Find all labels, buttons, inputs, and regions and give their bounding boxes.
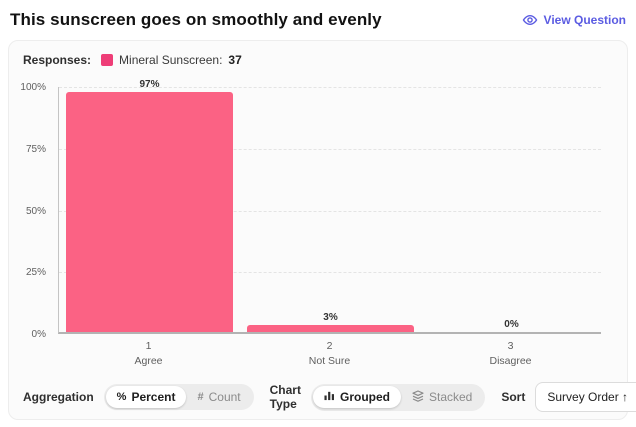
stacked-label: Stacked xyxy=(428,390,473,404)
chart-card: Responses: Mineral Sunscreen: 37 0% 25% 50… xyxy=(8,40,636,420)
page-title: This sunscreen goes on smoothly and even… xyxy=(10,10,382,29)
x-axis-category: 2 Not Sure xyxy=(239,339,420,369)
bar-value-label: 97% xyxy=(139,79,160,90)
y-tick-label: 75% xyxy=(25,143,46,155)
hash-icon: # xyxy=(197,391,204,403)
chart-type-toggle: Grouped Stacked xyxy=(310,383,486,411)
sort-select[interactable]: Survey Order ↑ xyxy=(535,382,636,412)
grouped-toggle-button[interactable]: Grouped xyxy=(312,386,401,408)
bar-value-label: 3% xyxy=(323,312,338,323)
x-axis-labels: 1 Agree 2 Not Sure 3 Disagree xyxy=(58,339,601,369)
aggregation-toggle: % Percent # Count xyxy=(103,384,254,410)
count-label: Count xyxy=(208,390,241,404)
layers-icon xyxy=(412,389,424,405)
x-tick-label: Not Sure xyxy=(308,355,351,367)
chart-type-label: Chart Type xyxy=(269,383,301,411)
percent-label: Percent xyxy=(131,390,176,404)
x-tick-number: 3 xyxy=(507,340,514,352)
bar-agree[interactable] xyxy=(66,92,233,332)
y-axis-labels: 0% 25% 50% 75% 100% xyxy=(9,82,52,340)
sort-select-value: Survey Order ↑ xyxy=(547,390,629,404)
header: This sunscreen goes on smoothly and even… xyxy=(10,6,626,34)
x-tick-label: Agree xyxy=(134,355,163,367)
series-swatch xyxy=(101,54,114,66)
grouped-label: Grouped xyxy=(339,390,390,404)
sort-group: Sort Survey Order ↑ xyxy=(501,382,636,412)
y-tick-label: 100% xyxy=(20,82,46,93)
plot-area: 97% 3% 0% xyxy=(58,79,601,334)
view-question-label: View Question xyxy=(543,13,626,27)
gridline xyxy=(59,210,601,212)
bar-chart-icon xyxy=(324,390,335,404)
series-label: Mineral Sunscreen: xyxy=(119,53,223,67)
percent-icon: % xyxy=(116,391,127,403)
y-tick-label: 25% xyxy=(25,267,46,279)
gridline xyxy=(59,87,601,88)
responses-label: Responses: xyxy=(23,53,92,67)
aggregation-label: Aggregation xyxy=(23,390,94,404)
percent-toggle-button[interactable]: % Percent xyxy=(105,386,187,408)
footer-controls: Aggregation % Percent # Count Chart Type xyxy=(23,382,636,412)
series-count: 37 xyxy=(228,53,242,67)
gridline xyxy=(59,148,601,150)
bar-value-label: 0% xyxy=(504,319,519,330)
x-axis-category: 1 Agree xyxy=(58,339,239,369)
x-axis-category: 3 Disagree xyxy=(420,339,601,369)
x-tick-number: 2 xyxy=(326,340,333,352)
legend: Responses: Mineral Sunscreen: 37 xyxy=(23,53,242,67)
eye-icon xyxy=(522,12,538,28)
x-tick-label: Disagree xyxy=(489,355,532,367)
bar-not-sure[interactable] xyxy=(247,325,414,332)
count-toggle-button[interactable]: # Count xyxy=(186,386,251,408)
y-tick-label: 0% xyxy=(31,329,46,340)
x-tick-number: 1 xyxy=(145,340,152,352)
gridline xyxy=(59,272,601,274)
y-tick-label: 50% xyxy=(25,205,46,217)
sort-label: Sort xyxy=(501,390,526,404)
stacked-toggle-button[interactable]: Stacked xyxy=(401,386,483,409)
view-question-link[interactable]: View Question xyxy=(522,12,626,28)
